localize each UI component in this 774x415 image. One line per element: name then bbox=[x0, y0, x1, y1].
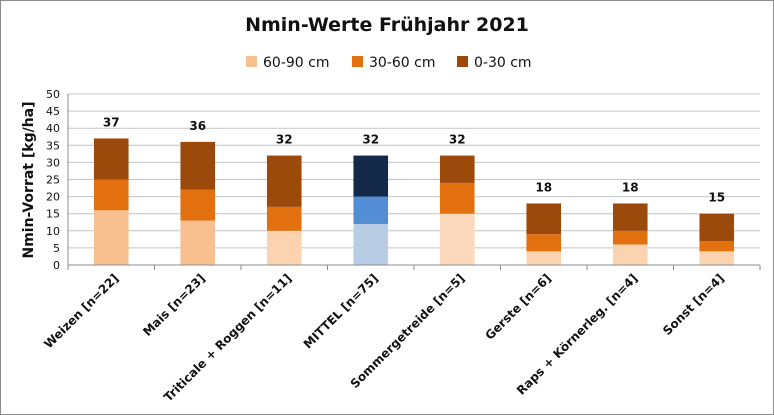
bar-segment-0-30 bbox=[266, 155, 302, 207]
bar-segment-0-30 bbox=[93, 138, 129, 180]
bar-segment-30-60 bbox=[699, 241, 735, 252]
x-tick-label: Sonst [n=4] bbox=[660, 271, 727, 338]
data-label-total: 18 bbox=[622, 180, 639, 194]
bar-segment-30-60 bbox=[353, 196, 389, 224]
y-tick-label: 45 bbox=[46, 105, 60, 118]
data-label-total: 32 bbox=[276, 133, 293, 147]
legend: 60-90 cm 30-60 cm 0-30 cm bbox=[246, 55, 532, 71]
bar-segment-60-90 bbox=[526, 251, 562, 265]
data-label-total: 32 bbox=[449, 133, 466, 147]
y-tick-label: 5 bbox=[53, 242, 60, 255]
bars bbox=[93, 138, 735, 265]
bar-segment-30-60 bbox=[439, 182, 475, 214]
bar-segment-0-30 bbox=[526, 203, 562, 235]
bar-segment-0-30 bbox=[699, 213, 735, 242]
x-tick-label: Gerste [n=6] bbox=[482, 271, 553, 342]
bar-segment-60-90 bbox=[180, 220, 216, 265]
data-label-total: 15 bbox=[708, 191, 725, 205]
legend-swatch-30-60 bbox=[352, 56, 363, 67]
x-ticks: Weizen [n=22] Mais [n=23]Triticale + Rogg… bbox=[41, 271, 727, 404]
x-tick-label: Mais [n=23] bbox=[140, 271, 208, 339]
x-axis bbox=[67, 94, 761, 270]
bar-segment-60-90 bbox=[266, 230, 302, 265]
chart-title: Nmin-Werte Frühjahr 2021 bbox=[245, 14, 529, 36]
y-tick-label: 20 bbox=[46, 191, 60, 204]
legend-label-30-60: 30-60 cm bbox=[369, 55, 435, 71]
bar-segment-60-90 bbox=[93, 210, 129, 265]
bar-segment-30-60 bbox=[612, 230, 648, 245]
data-labels: 37 36 32 32 32 18 18 15 bbox=[103, 115, 725, 204]
y-tick-label: 35 bbox=[46, 139, 60, 152]
y-tick-label: 30 bbox=[46, 156, 60, 169]
bar-segment-0-30 bbox=[439, 155, 475, 183]
legend-swatch-0-30 bbox=[457, 56, 468, 67]
bar-segment-60-90 bbox=[612, 244, 648, 265]
data-label-total: 37 bbox=[103, 115, 120, 129]
bar-segment-30-60 bbox=[526, 234, 562, 252]
x-tick-label: Weizen [n=22] bbox=[41, 271, 121, 351]
y-tick-label: 10 bbox=[46, 225, 60, 238]
bar-segment-60-90 bbox=[439, 213, 475, 265]
y-tick-label: 50 bbox=[46, 88, 60, 101]
legend-swatch-60-90 bbox=[246, 56, 257, 67]
y-ticks: 0 5 10 15 20 25 30 35 40 45 50 bbox=[46, 88, 60, 272]
legend-label-0-30: 0-30 cm bbox=[474, 55, 532, 71]
data-label-total: 32 bbox=[362, 133, 379, 147]
bar-segment-30-60 bbox=[93, 179, 129, 211]
data-label-total: 18 bbox=[535, 180, 552, 194]
grid bbox=[68, 93, 760, 266]
bar-segment-0-30 bbox=[353, 155, 389, 197]
x-tick-label: MITTEL [n=75] bbox=[301, 271, 381, 351]
bar-segment-30-60 bbox=[180, 189, 216, 221]
bar-segment-60-90 bbox=[699, 251, 735, 265]
bar-segment-30-60 bbox=[266, 206, 302, 231]
bar-segment-60-90 bbox=[353, 223, 389, 265]
bar-segment-0-30 bbox=[180, 141, 216, 190]
y-tick-label: 40 bbox=[46, 122, 60, 135]
y-axis-label: Nmin-Vorrat [kg/ha] bbox=[21, 101, 37, 258]
y-tick-label: 15 bbox=[46, 208, 60, 221]
legend-label-60-90: 60-90 cm bbox=[263, 55, 329, 71]
data-label-total: 36 bbox=[189, 119, 206, 133]
bar-segment-0-30 bbox=[612, 203, 648, 231]
y-tick-label: 0 bbox=[53, 259, 60, 272]
y-tick-label: 25 bbox=[46, 174, 60, 187]
